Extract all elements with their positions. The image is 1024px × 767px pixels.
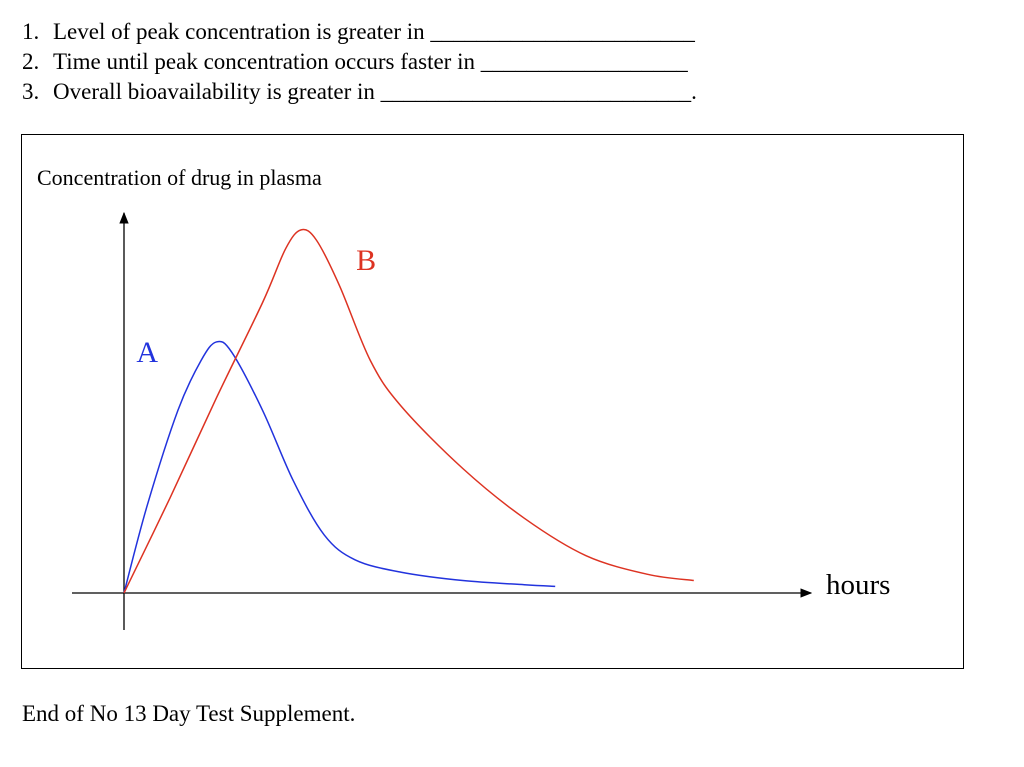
footer-text: End of No 13 Day Test Supplement. <box>22 701 356 726</box>
question-2: 2. Time until peak concentration occurs … <box>22 47 782 77</box>
question-1: 1. Level of peak concentration is greate… <box>22 17 782 47</box>
series-line-b <box>123 228 694 594</box>
question-text: Time until peak concentration occurs fas… <box>53 49 688 74</box>
question-number: 1. <box>22 19 40 44</box>
question-number: 3. <box>22 79 40 104</box>
question-3: 3. Overall bioavailability is greater in… <box>22 77 782 107</box>
series-label-a: A <box>136 336 158 369</box>
series-layer: AB <box>123 228 694 594</box>
question-text: Overall bioavailability is greater in __… <box>53 79 697 104</box>
series-label-b: B <box>356 244 376 277</box>
y-axis-label: Concentration of drug in plasma <box>37 165 322 190</box>
question-list: 1. Level of peak concentration is greate… <box>22 17 782 107</box>
x-axis-label: hours <box>826 569 890 601</box>
question-number: 2. <box>22 49 40 74</box>
question-text: Level of peak concentration is greater i… <box>53 19 695 44</box>
concentration-chart: Concentration of drug in plasma hours AB <box>37 165 890 630</box>
series-line-a <box>123 340 556 594</box>
